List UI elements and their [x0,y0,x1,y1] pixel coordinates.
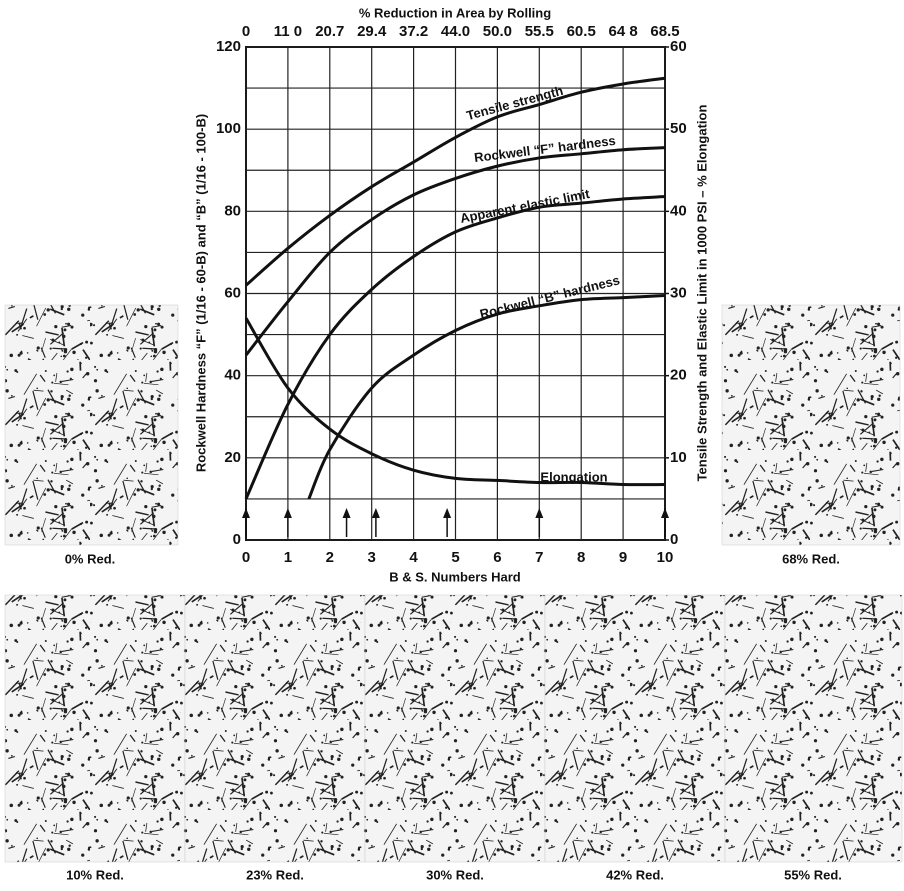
micrograph [364,594,546,863]
x-tick-label: 10 [657,549,674,566]
y-tick-label: 40 [224,367,241,384]
x-tick-label: 8 [577,549,585,566]
x-tick-label: 5 [451,549,459,566]
y2-tick-label: 10 [670,449,687,466]
x-tick-label: 9 [619,549,627,566]
y-tick-label: 20 [224,449,241,466]
curve [244,317,666,487]
x-tick-label: 4 [409,549,418,566]
curve [245,76,666,287]
x2-tick-label: 68.5 [650,23,679,40]
x2-tick-label: 64 8 [608,23,637,40]
micrograph-caption: 23% Red. [246,867,304,882]
arrow-head [661,508,669,518]
micrograph-caption: 68% Red. [782,551,840,566]
micrograph [544,594,726,863]
y2-tick-label: 0 [670,531,678,548]
arrow-head [342,508,351,518]
x-tick-label: 7 [535,549,543,566]
micrograph-caption: 30% Red. [426,867,484,882]
micrograph [721,304,901,546]
y2-tick-label: 30 [670,284,687,301]
y2-tick-label: 50 [670,120,687,137]
micrograph-caption: 42% Red. [606,867,664,882]
micrograph-caption: 10% Red. [66,867,124,882]
y2-tick-label: 40 [670,202,687,219]
y-tick-label: 100 [216,120,241,137]
micrograph-caption: 55% Red. [784,867,842,882]
curve [244,146,666,357]
x-tick-label: 3 [368,549,376,566]
x2-tick-label: 11 0 [274,23,302,40]
y-tick-label: 120 [216,38,241,55]
y-tick-label: 0 [233,531,241,548]
x2-tick-label: 0 [242,23,250,40]
x2-tick-label: 29.4 [357,23,387,40]
y2-axis-label: Tensile Strength and Elastic Limit in 10… [694,105,709,482]
x2-tick-label: 55.5 [525,23,554,40]
curve [307,294,666,500]
arrow-head [371,508,380,518]
curve-label: Elongation [540,469,607,484]
micrograph [4,304,179,546]
x2-tick-label: 50.0 [483,23,512,40]
x2-tick-label: 44.0 [441,23,470,40]
arrow-head [443,508,452,518]
top-axis-title: % Reduction in Area by Rolling [359,5,551,20]
curve [244,195,666,500]
y2-tick-label: 20 [670,367,687,384]
x2-tick-label: 37.2 [399,23,428,40]
micrograph [724,594,903,863]
x-tick-label: 6 [493,549,501,566]
micrograph-caption: 0% Red. [65,551,116,566]
x-tick-label: 2 [326,549,334,566]
y-axis-label: Rockwell Hardness “F” (1/16 - 60-B) and … [193,114,208,472]
micrograph [184,594,366,863]
arrow-head [535,508,544,518]
micrograph [4,594,186,863]
arrow-head [242,508,250,518]
x-axis-label: B & S. Numbers Hard [389,569,521,584]
x2-tick-label: 60.5 [567,23,596,40]
y-tick-label: 80 [224,202,241,219]
y-tick-label: 60 [224,284,241,301]
arrow-head [283,508,292,518]
x-tick-label: 0 [242,549,250,566]
x2-tick-label: 20.7 [315,23,344,40]
x-tick-label: 1 [284,549,292,566]
y2-tick-label: 60 [670,38,687,55]
